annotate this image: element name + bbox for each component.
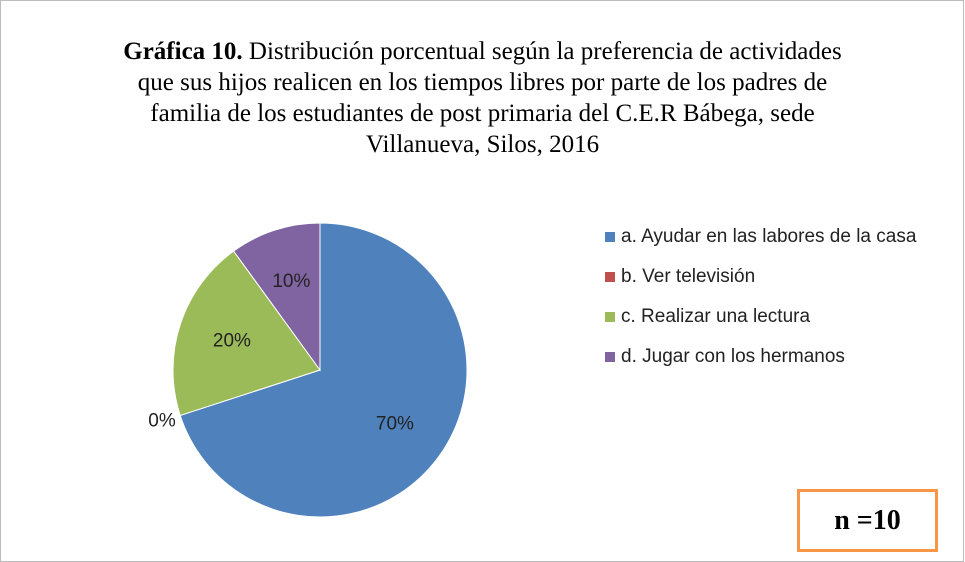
legend-item: a. Ayudar en las labores de la casa — [605, 222, 945, 252]
data-label: 10% — [272, 271, 310, 292]
data-label: 70% — [376, 413, 414, 434]
pie-slice — [179, 222, 468, 518]
chart-title: Gráfica 10. Distribución porcentual segú… — [115, 36, 850, 160]
legend-label: c. Realizar una lectura — [621, 306, 811, 327]
pie-slice — [172, 250, 321, 417]
legend-swatch — [605, 352, 615, 362]
legend-swatch — [605, 312, 615, 322]
legend-label: a. Ayudar en las labores de la casa — [621, 226, 917, 247]
legend-label: b. Ver televisión — [621, 266, 756, 287]
legend-swatch — [605, 232, 615, 242]
legend-swatch — [605, 272, 615, 282]
data-label: 20% — [213, 330, 251, 351]
title-prefix: Gráfica 10. — [123, 38, 243, 65]
pie-slice — [232, 222, 321, 372]
legend-item: c. Realizar una lectura — [605, 302, 945, 332]
title-text: Distribución porcentual según la prefere… — [137, 38, 842, 158]
legend-item: b. Ver televisión — [605, 262, 945, 292]
legend-item: d. Jugar con los hermanos — [605, 342, 945, 372]
legend: a. Ayudar en las labores de la casa b. Ve… — [605, 222, 945, 382]
data-label: 0% — [148, 410, 176, 431]
annotation: n =10 — [797, 489, 938, 552]
legend-label: d. Jugar con los hermanos — [621, 346, 845, 367]
